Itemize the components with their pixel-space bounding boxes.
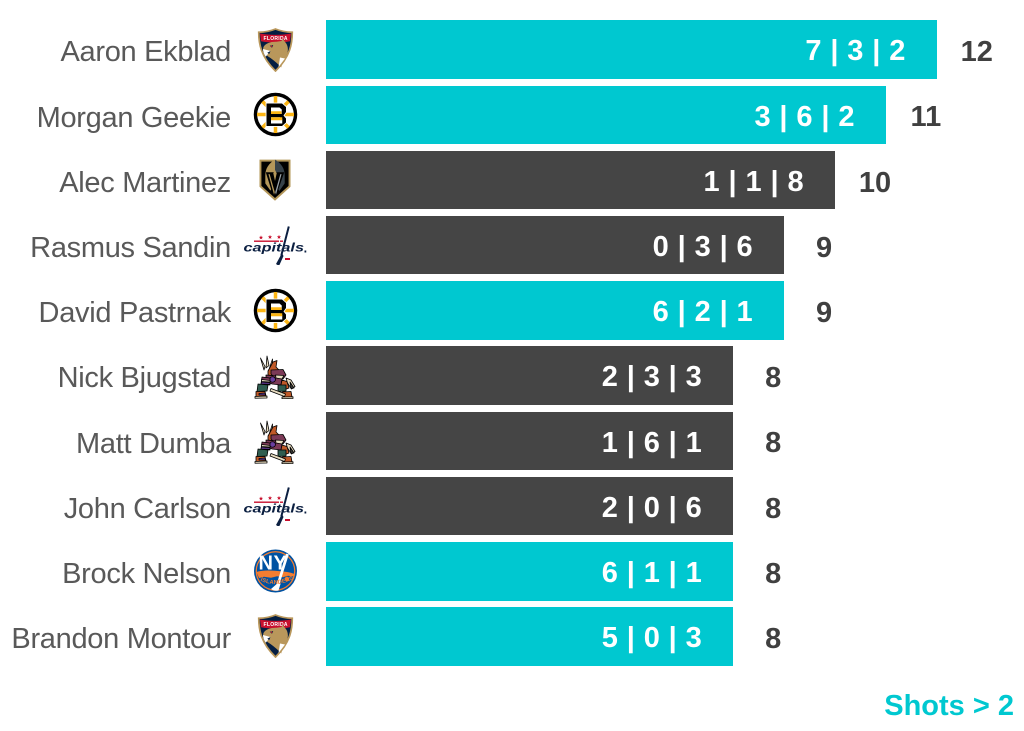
svg-text:capitals: capitals xyxy=(244,240,305,254)
svg-text:N: N xyxy=(258,553,272,575)
svg-text:FLORIDA: FLORIDA xyxy=(263,622,287,628)
svg-text:FLORIDA: FLORIDA xyxy=(263,35,287,41)
svg-text:capitals: capitals xyxy=(244,501,305,515)
svg-text:ISLANDERS: ISLANDERS xyxy=(259,575,294,586)
